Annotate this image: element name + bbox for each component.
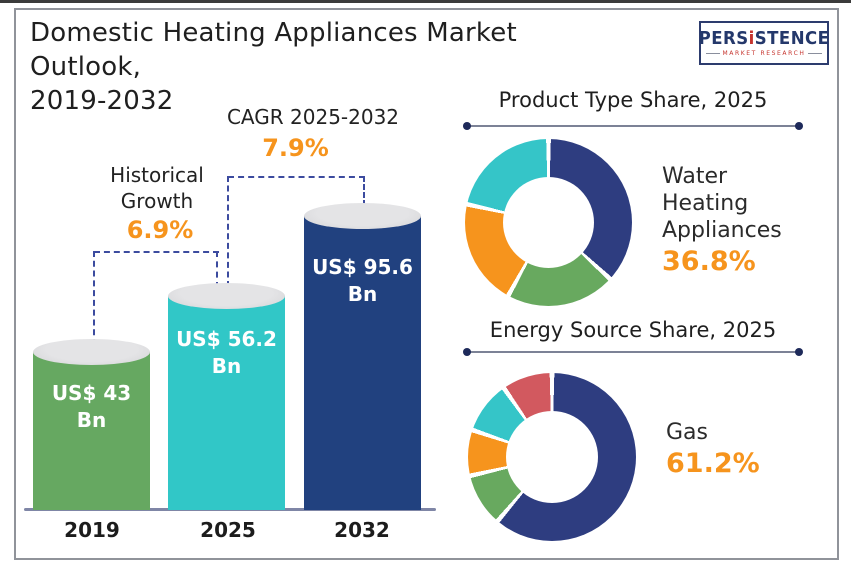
outer-frame-border bbox=[14, 8, 839, 560]
bar-2019-value-line2: Bn bbox=[76, 408, 107, 432]
historical-growth-value: 6.9% bbox=[126, 216, 194, 244]
energy-source-callout: Gas 61.2% bbox=[666, 419, 760, 479]
historical-bracket-right-dash bbox=[216, 251, 218, 288]
historical-bracket-left-dash bbox=[93, 251, 95, 345]
energy-source-callout-label: Gas bbox=[666, 420, 708, 445]
persistence-market-research-logo: PERSiSTENCE MARKET RESEARCH bbox=[699, 21, 829, 65]
bar-2032: US$ 95.6 Bn bbox=[304, 203, 421, 510]
page-title: Domestic Heating Appliances Market Outlo… bbox=[30, 18, 517, 116]
energy-source-section-title: Energy Source Share, 2025 bbox=[489, 318, 777, 342]
product-type-callout-label: Water Heating Appliances bbox=[662, 164, 782, 243]
bar-2025-top-ellipse bbox=[168, 283, 285, 309]
donut-hole bbox=[505, 410, 599, 504]
product-type-donut-chart bbox=[465, 139, 632, 306]
bar-2019-body: US$ 43 Bn bbox=[33, 352, 150, 510]
tagline-right-line bbox=[808, 53, 823, 54]
cagr-annotation-value: 7.9% bbox=[262, 134, 329, 162]
divider-endpoint-dot bbox=[795, 122, 803, 130]
axis-label-2032: 2032 bbox=[334, 518, 390, 542]
historical-bracket-horizontal-dash bbox=[94, 251, 219, 253]
cagr-bracket-right-dash bbox=[363, 176, 365, 206]
cagr-bracket-left-dash bbox=[227, 176, 229, 287]
logo-tagline: MARKET RESEARCH bbox=[705, 50, 823, 57]
divider-endpoint-dot bbox=[463, 122, 471, 130]
historical-growth-label: Historical Growth bbox=[110, 163, 204, 213]
bar-2032-value-line2: Bn bbox=[347, 282, 378, 306]
bar-2032-top-ellipse bbox=[304, 203, 421, 229]
bar-2019-value-line1: US$ 43 bbox=[51, 381, 132, 405]
bar-2025: US$ 56.2 Bn bbox=[168, 283, 285, 510]
tagline-left-line bbox=[705, 53, 720, 54]
divider-endpoint-dot bbox=[795, 348, 803, 356]
bar-2019: US$ 43 Bn bbox=[33, 339, 150, 510]
logo-brand-text: PERSiSTENCE bbox=[698, 28, 830, 49]
bar-2025-body: US$ 56.2 Bn bbox=[168, 296, 285, 510]
bar-2032-value-line1: US$ 95.6 bbox=[312, 255, 413, 279]
bar-2032-body: US$ 95.6 Bn bbox=[304, 216, 421, 510]
logo-red-i: i bbox=[748, 28, 755, 49]
axis-label-2019: 2019 bbox=[64, 518, 120, 542]
product-type-callout: Water Heating Appliances 36.8% bbox=[662, 163, 782, 277]
top-edge-strip bbox=[0, 0, 851, 3]
cagr-annotation-label: CAGR 2025-2032 bbox=[226, 105, 400, 129]
bar-2025-value-line1: US$ 56.2 bbox=[176, 327, 277, 351]
donut-hole bbox=[502, 176, 595, 269]
energy-source-divider bbox=[463, 348, 803, 356]
cagr-bracket-horizontal-dash bbox=[228, 176, 365, 178]
divider-endpoint-dot bbox=[463, 348, 471, 356]
product-type-callout-value: 36.8% bbox=[662, 246, 756, 277]
axis-label-2025: 2025 bbox=[200, 518, 256, 542]
energy-source-callout-value: 61.2% bbox=[666, 448, 760, 479]
product-type-divider bbox=[463, 122, 803, 130]
product-type-section-title: Product Type Share, 2025 bbox=[498, 88, 768, 112]
bar-2025-value-line2: Bn bbox=[211, 354, 242, 378]
energy-source-donut-chart bbox=[468, 373, 636, 541]
bar-2019-top-ellipse bbox=[33, 339, 150, 365]
